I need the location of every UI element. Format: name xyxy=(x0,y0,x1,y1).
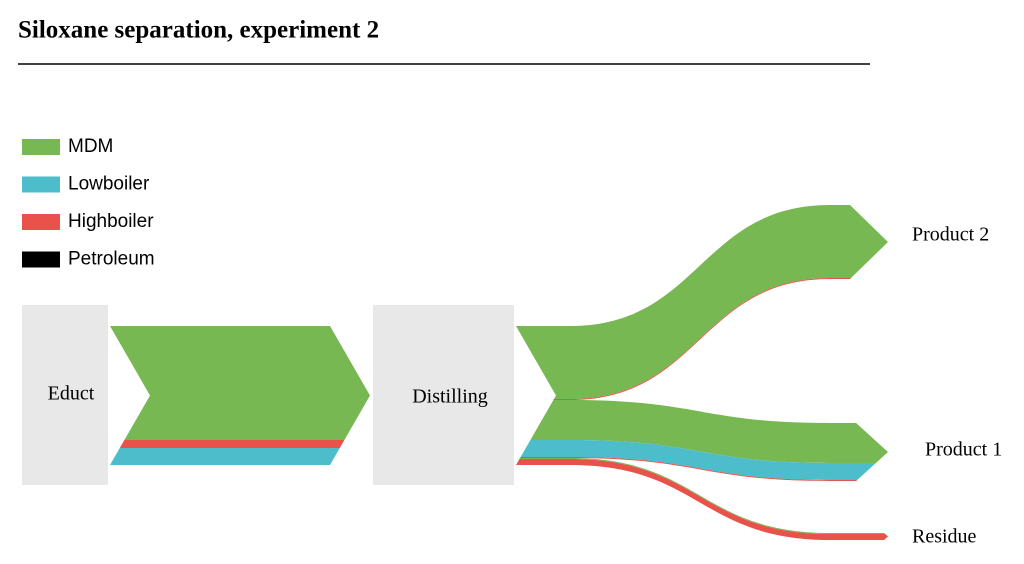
node-box xyxy=(373,305,514,485)
legend-label: Petroleum xyxy=(68,249,155,270)
node-label: Product 1 xyxy=(925,439,1002,461)
node-label: Distilling xyxy=(412,386,488,408)
flow-band xyxy=(119,440,345,448)
flow-band xyxy=(110,326,370,440)
legend-label: MDM xyxy=(68,136,113,157)
legend-swatch xyxy=(22,214,60,230)
legend-swatch xyxy=(22,176,60,193)
legend-label: Lowboiler xyxy=(68,174,150,195)
legend-label: Highboiler xyxy=(68,211,154,232)
flow-band xyxy=(530,400,888,463)
node-label: Educt xyxy=(48,383,95,405)
node-label: Residue xyxy=(912,526,977,548)
legend-swatch xyxy=(22,251,60,268)
title: Siloxane separation, experiment 2 xyxy=(18,17,379,44)
flow-band xyxy=(516,205,888,399)
flow-band xyxy=(516,459,888,540)
flow-band xyxy=(520,440,876,480)
node-label: Product 2 xyxy=(912,224,989,246)
node-box xyxy=(22,305,108,485)
flow-band xyxy=(110,448,340,465)
legend-swatch xyxy=(22,139,60,155)
